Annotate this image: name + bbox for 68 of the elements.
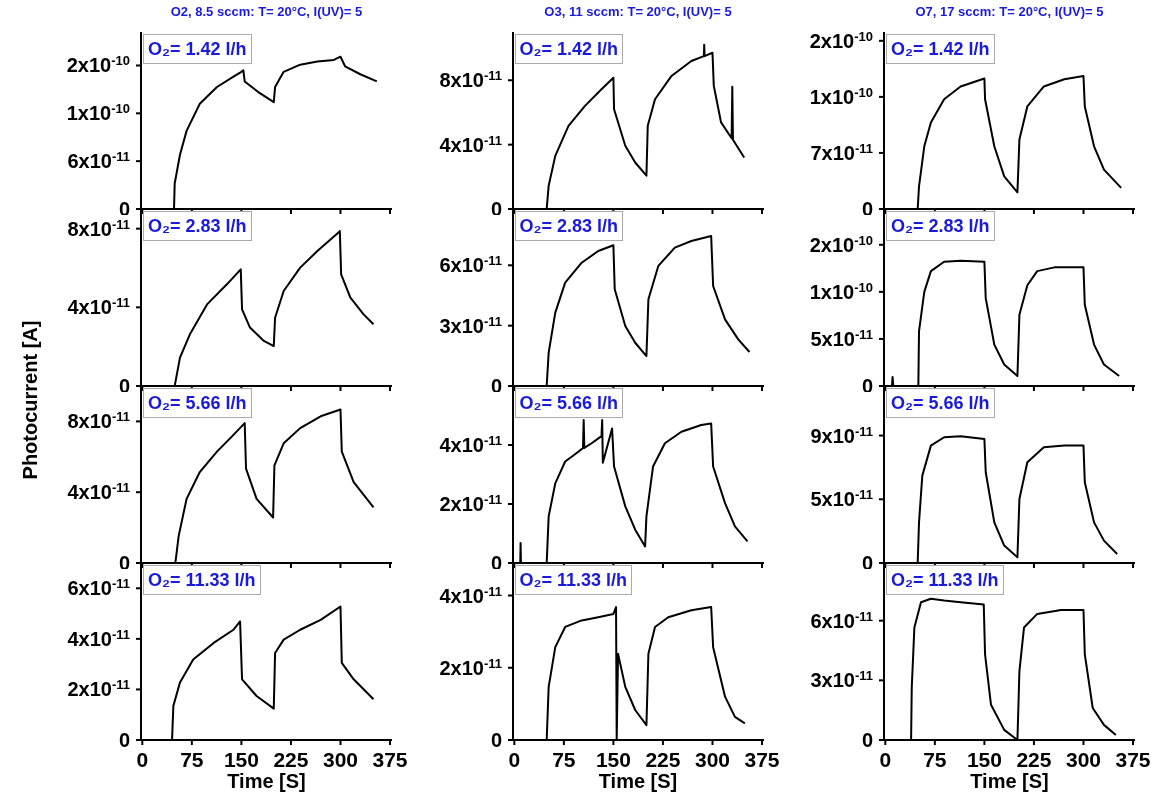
x-tick-label: 300	[1065, 748, 1101, 771]
x-tick-label: 75	[551, 748, 576, 771]
x-tick-label: 225	[644, 748, 681, 771]
y-tick-label: 0	[861, 729, 873, 751]
x-tick-label: 375	[743, 748, 780, 771]
annotation: O₂= 1.42 l/h	[886, 34, 995, 64]
annotation: O₂= 2.83 l/h	[143, 211, 252, 241]
y-tick-label: 4x10$^{-11}$	[67, 479, 130, 504]
y-tick-label: 0	[118, 729, 130, 751]
y-tick-label: 2x10$^{-10}$	[809, 28, 873, 52]
x-tick-label: 300	[694, 748, 730, 771]
x-tick-label: 375	[372, 748, 408, 771]
y-tick-label: 3x10$^{-11}$	[438, 313, 502, 337]
y-tick-label: 6x10$^{-11}$	[67, 148, 130, 173]
x-tick-label: 150	[966, 748, 1002, 771]
y-tick-label: 9x10$^{-11}$	[810, 423, 873, 447]
annotation: O₂= 1.42 l/h	[514, 34, 624, 64]
y-tick-label: 2x10$^{-11}$	[438, 655, 502, 679]
y-tick-label: 5x10$^{-11}$	[810, 326, 873, 350]
annotation: O₂= 2.83 l/h	[514, 211, 624, 241]
y-tick-label: 1x10$^{-10}$	[66, 100, 130, 125]
y-tick-label: 3x10$^{-11}$	[810, 667, 873, 692]
x-tick-label: 0	[507, 748, 520, 771]
annotation: O₂= 1.42 l/h	[143, 34, 252, 64]
x-axis-title: Time [S]	[597, 770, 679, 793]
y-tick-label: 8x10$^{-11}$	[67, 408, 130, 433]
y-tick-label: 5x10$^{-11}$	[810, 486, 873, 511]
y-tick-label: 4x10$^{-11}$	[438, 583, 502, 607]
x-tick-label: 300	[322, 748, 358, 771]
x-tick-label: 150	[223, 748, 259, 771]
annotation: O₂= 11.33 l/h	[514, 565, 633, 595]
y-tick-label: 2x10$^{-11}$	[67, 676, 130, 701]
chart-title: O7, 17 sccm: T= 20°C, I(UV)= 5	[914, 4, 1105, 19]
y-tick-label: 1x10$^{-10}$	[809, 279, 873, 303]
x-tick-label: 150	[595, 748, 631, 771]
y-tick-label: 6x10$^{-11}$	[438, 252, 502, 277]
annotation: O₂= 5.66 l/h	[143, 388, 252, 418]
annotation: O₂= 5.66 l/h	[886, 388, 995, 418]
y-tick-label: 2x10$^{-10}$	[809, 232, 873, 256]
x-tick-label: 0	[879, 748, 892, 771]
x-tick-label: 0	[136, 748, 149, 771]
y-tick-label: 4x10$^{-11}$	[67, 294, 130, 319]
y-axis-title: Photocurrent [A]	[18, 319, 42, 482]
x-tick-label: 225	[273, 748, 309, 771]
annotation: O₂= 2.83 l/h	[886, 211, 995, 241]
y-tick-label: 0	[490, 729, 502, 751]
y-tick-label: 2x10$^{-10}$	[66, 52, 130, 77]
y-tick-label: 4x10$^{-11}$	[438, 432, 502, 456]
y-tick-label: 7x10$^{-11}$	[810, 140, 873, 164]
annotation: O₂= 5.66 l/h	[514, 388, 624, 418]
x-tick-label: 75	[180, 748, 204, 771]
x-axis-title: Time [S]	[969, 770, 1050, 793]
x-axis-title: Time [S]	[226, 770, 307, 793]
y-tick-label: 6x10$^{-11}$	[810, 608, 873, 632]
annotation: O₂= 11.33 l/h	[886, 565, 1004, 595]
y-tick-label: 8x10$^{-11}$	[67, 216, 130, 240]
y-tick-label: 1x10$^{-10}$	[809, 84, 873, 108]
chart-title: O3, 11 sccm: T= 20°C, I(UV)= 5	[543, 4, 733, 19]
y-tick-label: 6x10$^{-11}$	[67, 575, 130, 600]
annotation: O₂= 11.33 l/h	[143, 565, 261, 595]
y-tick-label: 4x10$^{-11}$	[67, 626, 130, 650]
x-tick-label: 225	[1016, 748, 1052, 771]
x-tick-label: 375	[1115, 748, 1151, 771]
x-tick-label: 75	[923, 748, 947, 771]
y-tick-label: 2x10$^{-11}$	[438, 491, 502, 515]
y-tick-label: 4x10$^{-11}$	[438, 132, 502, 156]
y-tick-label: 8x10$^{-11}$	[438, 67, 502, 92]
chart-title: O2, 8.5 sccm: T= 20°C, I(UV)= 5	[169, 4, 364, 19]
